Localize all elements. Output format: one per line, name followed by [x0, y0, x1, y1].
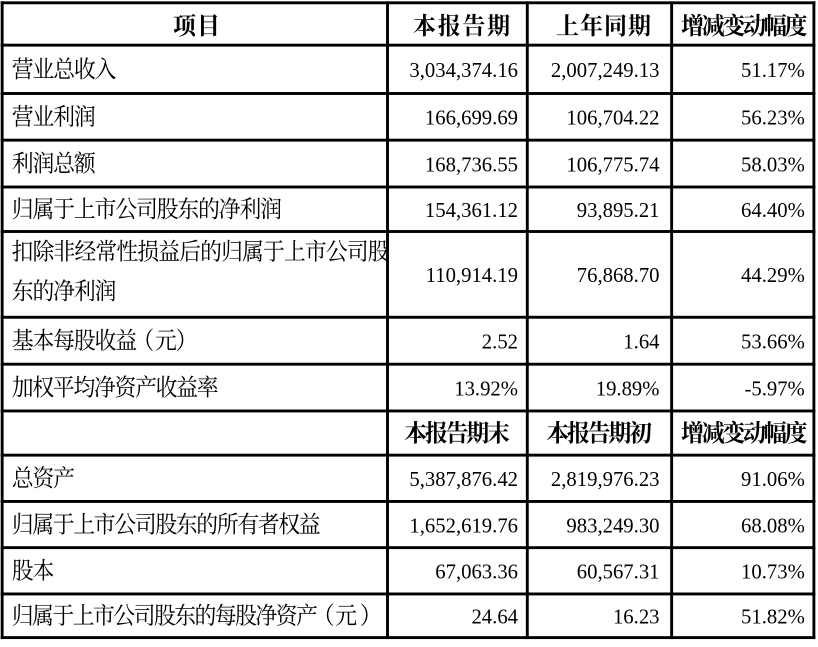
svg-text:2,007,249.13: 2,007,249.13 — [551, 60, 660, 82]
svg-text:5,387,876.42: 5,387,876.42 — [409, 469, 518, 491]
svg-text:53.66%: 53.66% — [741, 332, 805, 354]
svg-text:106,704.22: 106,704.22 — [566, 108, 659, 130]
svg-text:64.40%: 64.40% — [741, 200, 805, 222]
svg-text:154,361.12: 154,361.12 — [425, 200, 518, 222]
svg-text:-5.97%: -5.97% — [744, 378, 804, 400]
svg-text:168,736.55: 168,736.55 — [425, 154, 518, 176]
svg-text:106,775.74: 106,775.74 — [566, 154, 660, 176]
svg-text:983,249.30: 983,249.30 — [566, 515, 659, 537]
svg-text:56.23%: 56.23% — [741, 108, 805, 130]
svg-text:10.73%: 10.73% — [741, 562, 805, 584]
svg-text:166,699.69: 166,699.69 — [425, 108, 518, 130]
svg-text:2.52: 2.52 — [482, 332, 518, 354]
svg-text:60,567.31: 60,567.31 — [577, 562, 660, 584]
svg-text:1.64: 1.64 — [623, 332, 660, 354]
svg-text:51.82%: 51.82% — [741, 607, 805, 629]
svg-text:68.08%: 68.08% — [741, 515, 805, 537]
svg-text:91.06%: 91.06% — [741, 469, 805, 491]
svg-text:51.17%: 51.17% — [741, 60, 805, 82]
svg-text:19.89%: 19.89% — [596, 378, 660, 400]
svg-text:110,914.19: 110,914.19 — [426, 265, 518, 287]
svg-text:16.23: 16.23 — [613, 607, 660, 629]
svg-text:2,819,976.23: 2,819,976.23 — [551, 469, 660, 491]
svg-text:3,034,374.16: 3,034,374.16 — [409, 60, 518, 82]
svg-text:93,895.21: 93,895.21 — [577, 200, 660, 222]
svg-text:13.92%: 13.92% — [454, 378, 518, 400]
svg-text:76,868.70: 76,868.70 — [577, 265, 660, 287]
svg-text:58.03%: 58.03% — [741, 154, 805, 176]
svg-text:44.29%: 44.29% — [741, 265, 805, 287]
svg-text:1,652,619.76: 1,652,619.76 — [409, 515, 518, 537]
svg-text:24.64: 24.64 — [471, 607, 518, 629]
svg-text:67,063.36: 67,063.36 — [435, 562, 518, 584]
